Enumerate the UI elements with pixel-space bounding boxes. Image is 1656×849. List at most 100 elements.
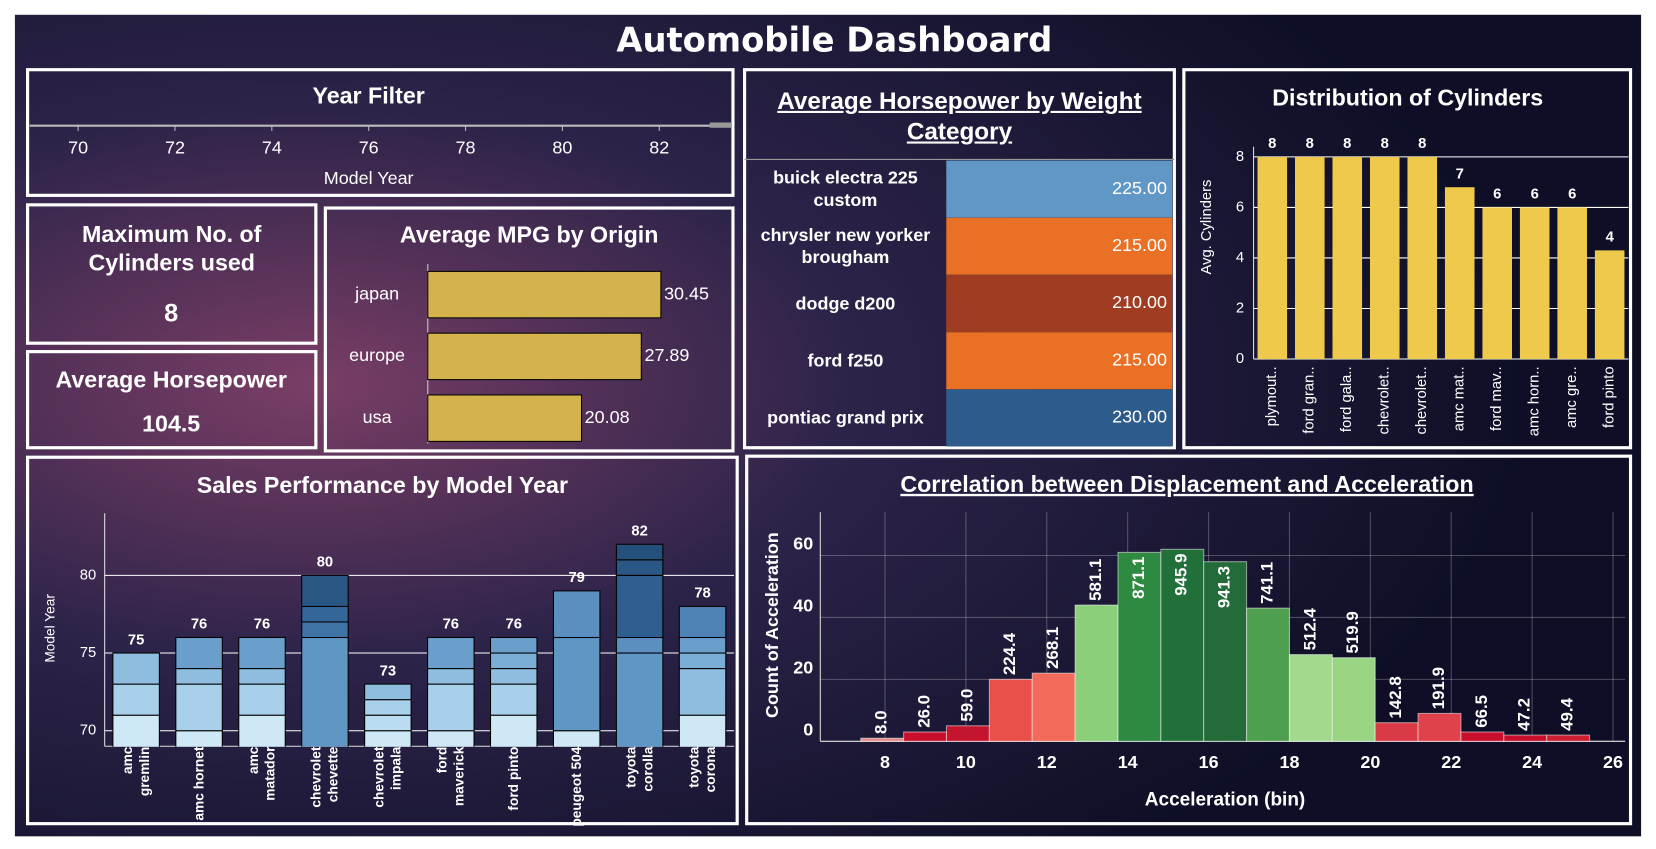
x-tick-label-box: amc hornet <box>190 747 206 821</box>
bar <box>1460 731 1505 742</box>
row-label-box: dodge d200 <box>795 293 896 314</box>
bar-segment <box>615 574 664 639</box>
value-label: 6 <box>1568 187 1576 203</box>
slider-handle[interactable] <box>709 122 732 128</box>
x-tick-label: 78 <box>456 138 476 158</box>
bar <box>1257 156 1288 360</box>
y-tick-label: 60 <box>793 534 813 554</box>
x-tick-label: chevrolet.. <box>1377 366 1393 434</box>
cell <box>946 274 1173 332</box>
bar-segment <box>175 636 223 670</box>
value-label: 7 <box>1456 166 1464 182</box>
value-label: 8 <box>1343 136 1351 152</box>
total-label: 79 <box>568 570 584 586</box>
bar-label: 519.9 <box>1343 611 1362 653</box>
x-tick-label: 16 <box>1199 752 1219 772</box>
bar-label: 945.9 <box>1172 554 1191 596</box>
bar-label: 8.0 <box>872 711 891 734</box>
value-label: 6 <box>1531 187 1539 203</box>
x-tick-label-box: amc matador <box>244 746 278 801</box>
x-tick-label-box: chevrolet impala <box>371 747 404 808</box>
chart-title: Sales Performance by Model Year <box>197 472 568 498</box>
value-label: 4 <box>1606 230 1615 246</box>
value-label: 8 <box>1268 136 1276 152</box>
bar-segment <box>175 683 223 732</box>
kpi-title-box: Maximum No. of Cylinders used <box>82 220 262 276</box>
total-label: 76 <box>443 617 459 633</box>
bar <box>1407 156 1438 360</box>
kpi-title: Average Horsepower <box>55 366 286 392</box>
row-label: dodge d200 <box>795 293 896 314</box>
total-label: 73 <box>380 663 396 679</box>
x-tick-label: amc gremlin <box>118 746 152 797</box>
kpi-title: Maximum No. of Cylinders used <box>82 220 262 276</box>
x-tick-label-box: chevrolet chevette <box>307 746 341 808</box>
row-label-box: pontiac grand prix <box>767 408 924 428</box>
dashboard-title: Automobile Dashboard <box>616 21 1052 60</box>
y-tick-label: 20 <box>793 658 813 678</box>
chart-title-box: Average Horsepower by Weight Category <box>777 87 1141 145</box>
total-label: 75 <box>128 632 144 648</box>
cell <box>946 217 1173 275</box>
y-tick-label: 2 <box>1236 300 1244 316</box>
x-axis-label: Model Year <box>324 168 414 188</box>
row-label: ford f250 <box>807 350 884 371</box>
x-tick-label: 76 <box>359 138 379 158</box>
bar <box>1594 250 1625 360</box>
cell <box>946 389 1173 447</box>
bar-label: 941.3 <box>1215 566 1234 608</box>
bar-segment <box>489 683 538 716</box>
bar-segment <box>112 652 160 685</box>
bar <box>1288 654 1333 742</box>
bar-label: 581.1 <box>1086 559 1105 601</box>
x-tick-label: 10 <box>956 752 976 772</box>
value-label: 6 <box>1493 187 1501 203</box>
total-label: 80 <box>317 555 333 571</box>
value-label: 225.00 <box>1112 178 1167 198</box>
bar-segment <box>427 668 475 685</box>
bar-segment <box>175 668 223 685</box>
cell <box>946 332 1173 390</box>
x-tick-label: ford gala.. <box>1339 366 1355 432</box>
cell <box>946 160 1173 218</box>
x-tick-label: chevrolet chevette <box>307 746 341 808</box>
bar <box>1557 207 1587 360</box>
x-tick-label: 8 <box>880 752 890 772</box>
x-tick-label: 24 <box>1522 752 1542 772</box>
y-tick-label: 80 <box>80 567 96 583</box>
bar-segment <box>301 574 349 607</box>
x-tick-label: amc matador <box>244 746 278 801</box>
bar <box>945 725 990 742</box>
bar-segment <box>615 543 664 561</box>
panel <box>25 68 735 197</box>
bars <box>112 543 727 747</box>
x-tick-label: chevrolet.. <box>1414 366 1430 434</box>
bar-label: 871.1 <box>1129 557 1148 599</box>
total-label: 76 <box>191 617 207 633</box>
x-tick-label: ford mav.. <box>1489 366 1505 431</box>
filter-title: Year Filter <box>313 82 425 108</box>
value-label: 210.00 <box>1112 292 1167 312</box>
total-label: 78 <box>694 586 710 602</box>
bar <box>1417 712 1462 742</box>
bar <box>1369 156 1400 360</box>
bar-segment <box>678 652 727 670</box>
x-tick-label: ford gran.. <box>1302 366 1318 433</box>
category-label: europe <box>349 345 405 365</box>
x-tick-label: amc mat.. <box>1452 366 1468 431</box>
bar <box>1374 722 1419 742</box>
y-axis-label: Avg. Cylinders <box>1199 180 1215 275</box>
x-tick-label: amc gre.. <box>1564 366 1580 428</box>
value-label: 215.00 <box>1112 235 1167 255</box>
x-tick-label: ford pinto <box>1602 366 1618 428</box>
kpi-value: 104.5 <box>142 411 200 437</box>
panel <box>25 455 739 826</box>
y-tick-label: 0 <box>803 719 813 739</box>
x-tick-label: toyota corolla <box>622 746 656 792</box>
bar-segment <box>678 714 727 747</box>
y-tick-label: 0 <box>1236 351 1244 367</box>
x-tick-label: plymout.. <box>1264 366 1280 426</box>
panel <box>742 68 1176 450</box>
